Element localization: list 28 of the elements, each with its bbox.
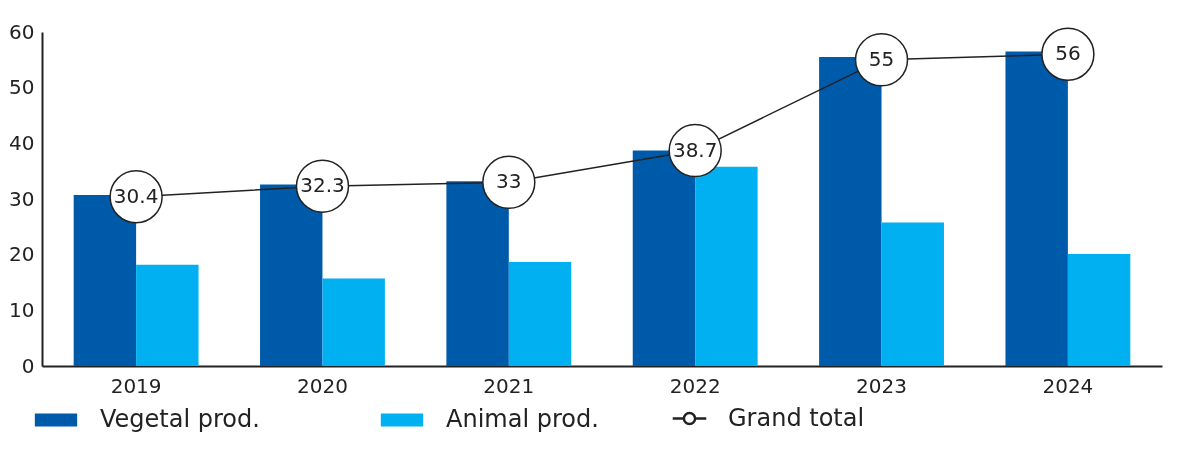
legend-label: Vegetal prod. (100, 405, 260, 433)
data-label: 55 (868, 46, 895, 71)
bar (1067, 254, 1131, 366)
y-tick-label: 10 (9, 297, 35, 322)
x-tick-label: 2019 (110, 373, 162, 398)
data-label: 33 (496, 169, 522, 194)
x-tick-label: 2020 (297, 373, 348, 398)
y-tick-label: 50 (9, 75, 35, 100)
data-label: 56 (1055, 41, 1081, 66)
legend-label: Grand total (728, 403, 865, 432)
bar (136, 264, 199, 366)
y-tick-label: 30 (9, 186, 35, 211)
y-tick-label: 40 (9, 130, 35, 155)
x-tick-label: 2021 (483, 373, 535, 398)
bar (695, 166, 758, 366)
bar (322, 278, 385, 366)
x-tick-label: 2022 (669, 373, 721, 398)
x-tick-label: 2024 (1042, 373, 1094, 398)
y-tick-label: 20 (9, 242, 35, 267)
legend-label: Animal prod. (446, 405, 599, 433)
y-tick-label: 60 (9, 19, 35, 44)
bar (881, 222, 944, 366)
data-label: 30.4 (113, 183, 159, 208)
y-tick-label: 0 (21, 353, 35, 378)
bar (508, 261, 572, 366)
x-tick-label: 2023 (856, 373, 907, 398)
data-label: 32.3 (300, 173, 345, 198)
data-label: 38.7 (672, 137, 718, 162)
